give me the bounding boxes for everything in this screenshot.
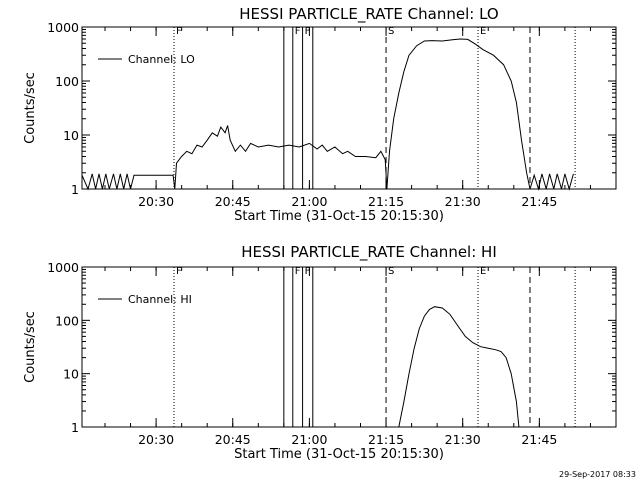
y-tick-label: 1: [71, 420, 79, 435]
event-flag-label: F: [295, 26, 301, 37]
plot-frame: [81, 266, 617, 428]
chart-panel: HESSI PARTICLE_RATE Channel: HIF F F S E1101…: [23, 243, 617, 462]
x-tick-label: 20:45: [215, 194, 251, 209]
y-tick-label: 10: [63, 128, 79, 143]
chart-title: HESSI PARTICLE_RATE Channel: LO: [239, 5, 498, 24]
x-axis-label: Start Time (31-Oct-15 20:15:30): [234, 447, 444, 462]
x-tick-label: 21:00: [291, 194, 327, 209]
x-tick-label: 21:30: [445, 432, 481, 447]
y-axis-label: Counts/sec: [23, 311, 38, 383]
chart-panel: HESSI PARTICLE_RATE Channel: LOF F F S E1101…: [23, 5, 617, 224]
legend-entry: Channel: LO: [128, 53, 195, 66]
series-line: [398, 306, 520, 428]
chart-title: HESSI PARTICLE_RATE Channel: HI: [241, 243, 497, 262]
event-flag-label: S: [388, 26, 394, 37]
series-line: [81, 38, 574, 191]
y-tick-label: 1000: [47, 260, 79, 275]
x-tick-label: 20:45: [215, 432, 251, 447]
y-tick-label: 100: [55, 313, 79, 328]
x-tick-label: 20:30: [138, 432, 174, 447]
x-tick-label: 21:15: [368, 432, 404, 447]
plot-frame: [81, 26, 617, 190]
event-flag-label: F: [176, 26, 182, 37]
x-axis-label: Start Time (31-Oct-15 20:15:30): [234, 209, 444, 224]
event-flag-label: E: [480, 26, 486, 37]
event-flag-label: F: [295, 266, 301, 277]
event-flag-label: F: [305, 266, 311, 277]
x-tick-label: 21:00: [291, 432, 327, 447]
event-flag-label: F: [305, 26, 311, 37]
y-tick-label: 1000: [47, 20, 79, 35]
y-tick-label: 1: [71, 182, 79, 197]
event-flag-label: F: [176, 266, 182, 277]
legend-entry: Channel: HI: [128, 293, 192, 306]
x-tick-label: 21:15: [368, 194, 404, 209]
y-axis-label: Counts/sec: [23, 72, 38, 144]
event-flag-label: S: [388, 266, 394, 277]
x-tick-label: 21:30: [445, 194, 481, 209]
x-tick-label: 21:45: [521, 432, 557, 447]
x-tick-label: 20:30: [138, 194, 174, 209]
y-tick-label: 10: [63, 367, 79, 382]
x-tick-label: 21:45: [521, 194, 557, 209]
event-flag-label: E: [480, 266, 486, 277]
y-tick-label: 100: [55, 74, 79, 89]
